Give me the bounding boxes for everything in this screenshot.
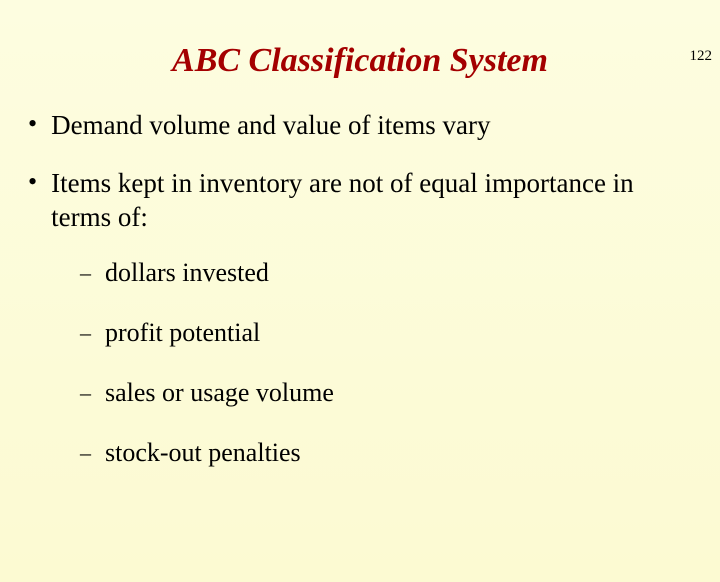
sub-bullet-marker: – xyxy=(80,438,91,468)
sub-bullet-text: dollars invested xyxy=(105,258,269,288)
sub-bullet-item: – profit potential xyxy=(80,318,692,348)
bullet-item: • Items kept in inventory are not of equ… xyxy=(28,166,692,234)
bullet-text: Demand volume and value of items vary xyxy=(51,108,490,142)
sub-bullet-list: – dollars invested – profit potential – … xyxy=(28,258,692,468)
sub-bullet-item: – sales or usage volume xyxy=(80,378,692,408)
sub-bullet-item: – stock-out penalties xyxy=(80,438,692,468)
slide-title: ABC Classification System xyxy=(0,42,720,80)
sub-bullet-item: – dollars invested xyxy=(80,258,692,288)
sub-bullet-text: sales or usage volume xyxy=(105,378,334,408)
sub-bullet-marker: – xyxy=(80,378,91,408)
page-number: 122 xyxy=(690,48,713,65)
sub-bullet-text: stock-out penalties xyxy=(105,438,301,468)
content-area: • Demand volume and value of items vary … xyxy=(0,108,720,468)
bullet-marker: • xyxy=(28,166,37,198)
bullet-marker: • xyxy=(28,108,37,140)
bullet-text: Items kept in inventory are not of equal… xyxy=(51,166,692,234)
sub-bullet-marker: – xyxy=(80,258,91,288)
bullet-item: • Demand volume and value of items vary xyxy=(28,108,692,142)
sub-bullet-marker: – xyxy=(80,318,91,348)
sub-bullet-text: profit potential xyxy=(105,318,260,348)
